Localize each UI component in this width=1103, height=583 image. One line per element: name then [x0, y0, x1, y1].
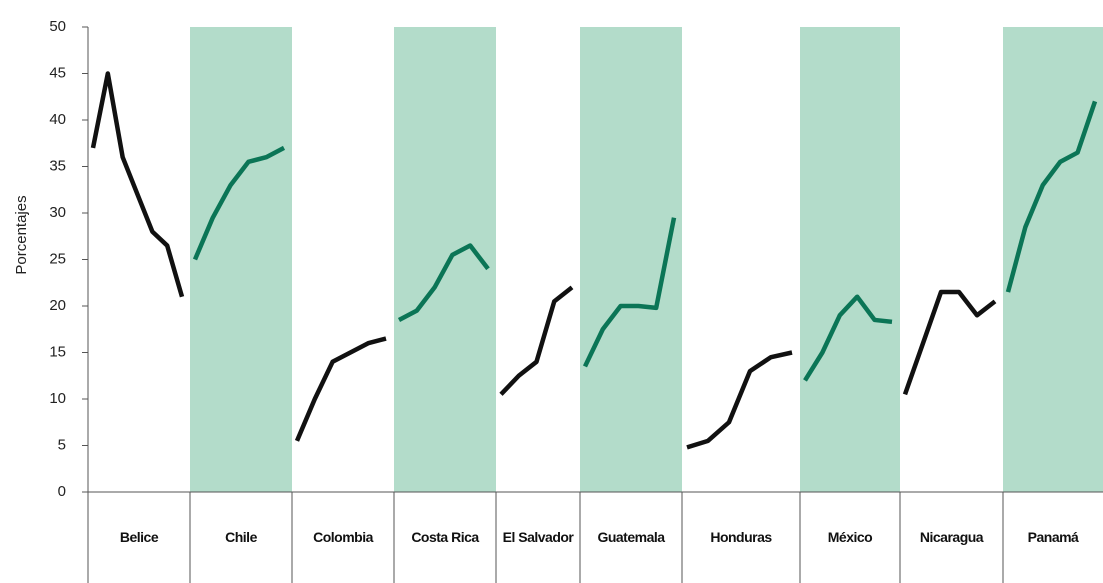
category-label-box: México — [827, 529, 873, 546]
category-label: Nicaragua — [919, 529, 984, 546]
series-line — [90, 71, 185, 298]
panel-band — [190, 27, 292, 492]
y-tick-label: 45 — [49, 64, 66, 81]
y-tick-label: 0 — [58, 483, 66, 500]
category-label: Costa Rica — [411, 529, 479, 546]
y-tick-label: 20 — [49, 297, 66, 314]
y-tick-label: 5 — [58, 436, 66, 453]
y-tick-label: 25 — [49, 250, 66, 267]
series-line — [686, 350, 793, 450]
series-line — [499, 285, 574, 396]
category-label-box: Colombia — [313, 529, 373, 546]
series-line — [192, 145, 286, 261]
category-label-box: Chile — [225, 529, 257, 546]
series-line — [294, 336, 387, 442]
category-label: Panamá — [1027, 529, 1079, 546]
panel-band — [1003, 27, 1103, 492]
category-label: Honduras — [710, 529, 772, 546]
category-label: Chile — [225, 529, 257, 546]
category-label-box: Belice — [119, 529, 159, 546]
y-tick-label: 10 — [49, 390, 66, 407]
category-label-box: Guatemala — [597, 529, 665, 546]
category-label-box: Honduras — [710, 529, 772, 546]
category-label: Colombia — [313, 529, 373, 546]
series-line — [1005, 100, 1098, 293]
category-label-box: El Salvador — [502, 529, 574, 546]
category-label: Guatemala — [597, 529, 665, 546]
y-tick-label: 35 — [49, 157, 66, 174]
y-tick-label: 15 — [49, 343, 66, 360]
panel-band — [800, 27, 900, 492]
y-tick-label: 50 — [49, 18, 66, 35]
category-label: México — [827, 529, 873, 546]
category-label: Belice — [119, 529, 159, 546]
y-tick-label: 40 — [49, 111, 66, 128]
series-line — [902, 289, 997, 396]
category-label: El Salvador — [502, 529, 574, 546]
series-line — [803, 294, 893, 382]
series-line — [397, 243, 490, 322]
y-axis-label: Porcentajes — [13, 195, 30, 274]
y-tick-label: 30 — [49, 204, 66, 221]
category-label-box: Panamá — [1027, 529, 1079, 546]
category-label-box: Nicaragua — [919, 529, 984, 546]
category-label-box: Costa Rica — [411, 529, 479, 546]
series-line — [582, 217, 677, 368]
